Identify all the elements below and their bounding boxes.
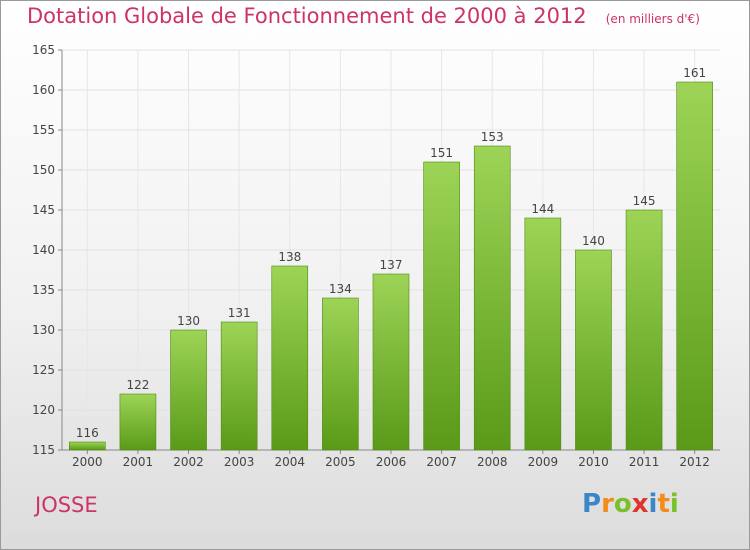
x-tick-label-2008: 2008 (477, 455, 508, 469)
logo-letter: r (601, 489, 614, 519)
y-tick-label: 120 (32, 403, 55, 417)
x-tick-label-2001: 2001 (123, 455, 154, 469)
bar-2005 (322, 297, 359, 451)
value-label-2010: 140 (582, 234, 605, 248)
value-label-2001: 122 (126, 378, 149, 392)
x-tick-label-2009: 2009 (528, 455, 559, 469)
x-tick-label-2003: 2003 (224, 455, 255, 469)
bar-2011 (625, 209, 663, 451)
y-tick-label: 145 (32, 203, 55, 217)
y-tick-label: 125 (32, 363, 55, 377)
bar-2002 (170, 329, 207, 451)
y-tick-label: 165 (32, 43, 55, 57)
data-labels: 116 122 130 131 138 134 137 151 153 144 140 145 161 (76, 66, 706, 440)
value-label-2007: 151 (430, 146, 453, 160)
proxiti-logo: Proxiti (582, 489, 679, 519)
value-label-2002: 130 (177, 314, 200, 328)
x-tick-label-2004: 2004 (274, 455, 305, 469)
y-tick-label: 135 (32, 283, 55, 297)
y-tick-label: 140 (32, 243, 55, 257)
value-label-2004: 138 (278, 250, 301, 264)
logo-letter: t (657, 489, 670, 519)
bar-2008 (473, 145, 511, 451)
value-label-2011: 145 (633, 194, 656, 208)
logo-letter: P (582, 489, 602, 519)
y-tick-label: 130 (32, 323, 55, 337)
logo-letter: i (648, 489, 658, 519)
value-label-2009: 144 (531, 202, 554, 216)
y-tick-label: 160 (32, 83, 55, 97)
x-tick-label-2010: 2010 (578, 455, 609, 469)
value-label-2005: 134 (329, 282, 352, 296)
bar-2009 (524, 217, 562, 451)
x-tick-label-2012: 2012 (679, 455, 710, 469)
chart-header: Dotation Globale de Fonctionnement de 20… (27, 4, 700, 28)
logo-letter: x (631, 489, 649, 519)
chart-title: Dotation Globale de Fonctionnement de 20… (27, 4, 587, 28)
bars (69, 81, 713, 451)
x-tick-label-2006: 2006 (376, 455, 407, 469)
y-tick-label: 155 (32, 123, 55, 137)
logo-letter: i (669, 489, 679, 519)
value-label-2008: 153 (481, 130, 504, 144)
bar-2001 (119, 393, 157, 451)
value-label-2000: 116 (76, 426, 99, 440)
bar-2010 (575, 249, 612, 451)
chart-subtitle: (en milliers d'€) (605, 12, 700, 26)
bar-2004 (271, 265, 309, 451)
value-label-2003: 131 (228, 306, 251, 320)
bar-2000 (69, 441, 106, 451)
commune-name: JOSSE (35, 493, 98, 517)
value-label-2006: 137 (380, 258, 403, 272)
x-tick-label-2007: 2007 (426, 455, 457, 469)
y-tick-label: 115 (32, 443, 55, 457)
logo-letter: o (613, 489, 632, 519)
bar-2012 (676, 81, 713, 451)
bar-2003 (220, 321, 258, 451)
y-tick-label: 150 (32, 163, 55, 177)
bar-2007 (423, 161, 460, 451)
bar-2006 (372, 273, 410, 451)
x-tick-label-2002: 2002 (173, 455, 204, 469)
x-tick-label-2011: 2011 (629, 455, 660, 469)
x-tick-label-2000: 2000 (72, 455, 103, 469)
x-tick-label-2005: 2005 (325, 455, 356, 469)
value-label-2012: 161 (683, 66, 706, 80)
